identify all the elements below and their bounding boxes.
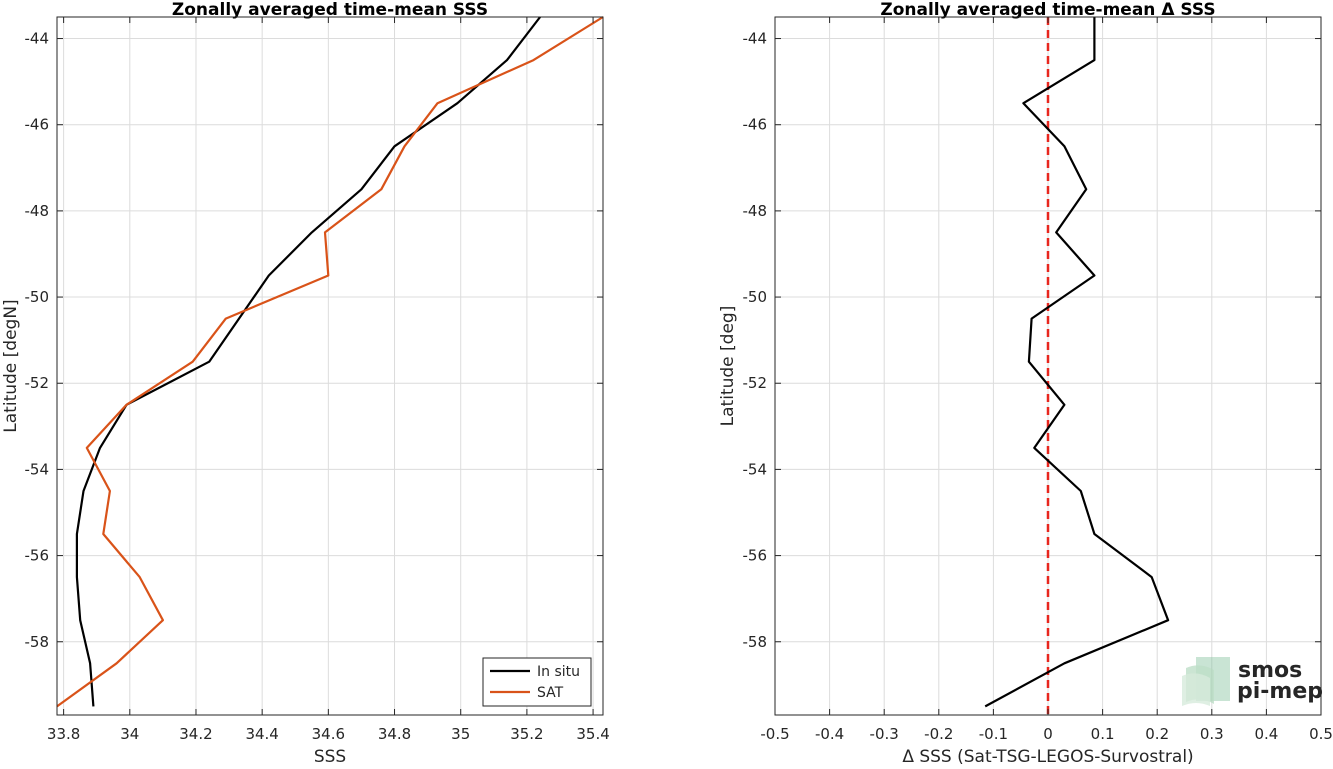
- sss-chart: Zonally averaged time-mean SSS 33.8 34 34.…: [1, 0, 610, 767]
- y-axis-label: Latitude [deg]: [718, 306, 738, 427]
- y-tick-label: -46: [25, 116, 50, 134]
- x-tick-label: 0.4: [1254, 725, 1278, 743]
- x-tick-label: 34: [120, 725, 139, 743]
- x-tick-label: 0.1: [1091, 725, 1115, 743]
- logo-text-pi-mep: pi-mep: [1237, 679, 1323, 704]
- x-tick-label: -0.4: [815, 725, 844, 743]
- x-tick-label: -0.3: [870, 725, 899, 743]
- y-tick-label: -46: [743, 116, 768, 134]
- legend-box: [482, 657, 592, 707]
- plot-frame: [56, 16, 604, 716]
- y-tick-label: -52: [25, 374, 50, 392]
- tick-group: -0.5 -0.4 -0.3 -0.2 -0.1 0 0.1 0.2 0.3 0.4 0.5 -44 -…: [743, 17, 1333, 743]
- series-line-series-0: [984, 17, 1170, 708]
- chart-title: Zonally averaged time-mean Δ SSS: [880, 0, 1215, 20]
- series-group: [56, 16, 604, 708]
- y-tick-label: -48: [743, 202, 768, 220]
- x-tick-label: 0.3: [1200, 725, 1224, 743]
- x-tick-label: -0.5: [760, 725, 789, 743]
- x-tick-label: 34.6: [312, 725, 345, 743]
- x-tick-label: 33.8: [47, 725, 80, 743]
- y-tick-label: -58: [25, 633, 50, 651]
- x-tick-label: 34.4: [245, 725, 278, 743]
- smos-pi-mep-logo: smos pi-mep: [1182, 657, 1323, 706]
- x-tick-label: 35.4: [576, 725, 609, 743]
- chart-title: Zonally averaged time-mean SSS: [172, 0, 488, 20]
- y-axis-label: Latitude [degN]: [1, 299, 21, 432]
- x-tick-label: -0.2: [924, 725, 953, 743]
- x-tick-label: -0.1: [979, 725, 1008, 743]
- y-tick-label: -50: [25, 288, 50, 306]
- x-tick-label: 0.5: [1309, 725, 1333, 743]
- legend: In situ SAT: [482, 657, 592, 707]
- x-tick-label: 35: [451, 725, 470, 743]
- y-tick-label: -54: [25, 460, 50, 478]
- tick-group: 33.8 34 34.2 34.4 34.6 34.8 35 35.2 35.4 -44 -46 -4…: [25, 17, 610, 743]
- y-tick-label: -56: [25, 547, 50, 565]
- x-tick-label: 34.8: [378, 725, 411, 743]
- delta-sss-chart: Zonally averaged time-mean Δ SSS -0.5 -0.…: [718, 0, 1333, 767]
- series-line-in-situ: [75, 16, 541, 707]
- y-tick-label: -54: [743, 460, 768, 478]
- series-line-sat: [56, 16, 604, 708]
- x-tick-label: 0.2: [1145, 725, 1169, 743]
- x-axis-label: SSS: [314, 747, 346, 765]
- x-tick-label: 35.2: [510, 725, 543, 743]
- legend-label-sat: SAT: [537, 685, 564, 701]
- wave-icon: [1182, 657, 1230, 706]
- series-group: [984, 17, 1170, 708]
- y-tick-label: -44: [743, 30, 768, 48]
- y-tick-label: -44: [25, 30, 50, 48]
- y-tick-label: -50: [743, 288, 768, 306]
- legend-label-insitu: In situ: [537, 664, 580, 680]
- y-tick-label: -56: [743, 547, 768, 565]
- logo-text-smos: smos: [1238, 658, 1302, 683]
- x-axis-label: Δ SSS (Sat-TSG-LEGOS-Survostral): [902, 747, 1193, 765]
- x-tick-label: 34.2: [179, 725, 212, 743]
- y-tick-label: -52: [743, 374, 768, 392]
- y-tick-label: -48: [25, 202, 50, 220]
- x-tick-label: 0: [1043, 725, 1053, 743]
- grid: [57, 17, 603, 715]
- y-tick-label: -58: [743, 633, 768, 651]
